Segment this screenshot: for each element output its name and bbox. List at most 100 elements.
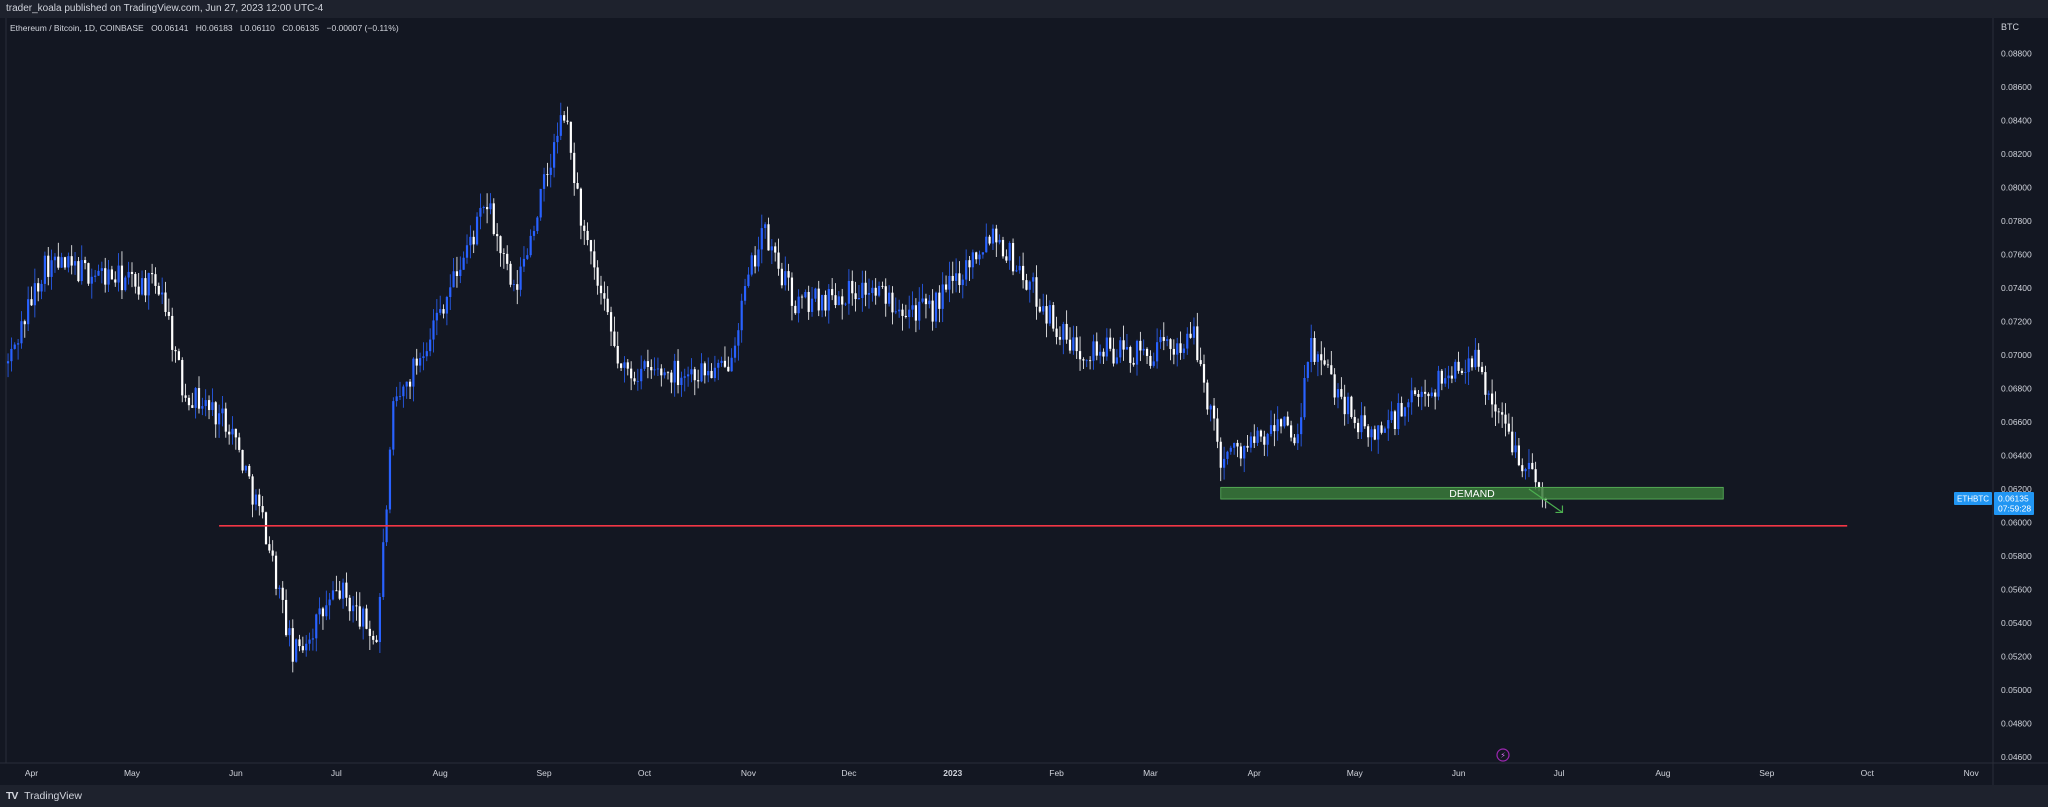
candle-body — [891, 292, 894, 313]
candle-body — [372, 635, 375, 640]
candle-body — [1494, 404, 1497, 412]
time-tick-label: Dec — [841, 768, 857, 778]
candle-body — [1393, 411, 1397, 430]
candle-body — [352, 605, 355, 612]
candle-body — [961, 279, 964, 286]
candle-body — [971, 252, 974, 268]
candle-body — [224, 408, 227, 432]
candle-body — [1474, 349, 1477, 368]
candle-body — [877, 285, 881, 296]
candle-body — [258, 494, 261, 507]
candle-body — [1450, 375, 1453, 379]
plot-area[interactable] — [0, 18, 1993, 763]
candle-body — [1480, 366, 1484, 373]
candle-body — [291, 628, 294, 662]
candle-body — [325, 605, 328, 617]
candle-body — [234, 428, 237, 438]
candle-body — [1357, 422, 1360, 433]
candle-body — [77, 261, 80, 282]
candle-body — [770, 246, 773, 251]
candle-body — [97, 270, 100, 276]
candle-body — [1072, 337, 1075, 351]
candle-body — [1410, 390, 1413, 403]
time-tick-label: Nov — [741, 768, 757, 778]
price-tick-label: 0.07400 — [2001, 283, 2032, 293]
candle-body — [1407, 402, 1410, 408]
candle-body — [80, 260, 83, 282]
price-tick-label: 0.04800 — [2001, 719, 2032, 729]
candle-body — [914, 305, 917, 321]
candle-body — [918, 301, 921, 321]
candle-body — [40, 283, 43, 292]
time-tick-label: Oct — [638, 768, 652, 778]
candle-body — [827, 289, 830, 311]
badge-symbol: ETHBTC — [1957, 495, 1989, 504]
candle-body — [529, 235, 532, 256]
candle-body — [442, 309, 445, 314]
candle-body — [1042, 306, 1045, 312]
candle-body — [676, 360, 680, 386]
price-tick-label: 0.05400 — [2001, 618, 2032, 628]
candle-body — [1025, 280, 1028, 290]
lightning-icon[interactable] — [1496, 748, 1510, 762]
candle-body — [462, 257, 465, 270]
annotations: DEMAND — [219, 486, 1848, 527]
candle-body — [1524, 469, 1527, 472]
candle-body — [1457, 361, 1460, 371]
candle-body — [308, 639, 311, 644]
candle-body — [579, 188, 582, 226]
candle-body — [1085, 360, 1088, 362]
projection-arrow[interactable] — [1528, 488, 1563, 513]
footer-brand: TradingView — [24, 790, 82, 802]
event-marker[interactable]: ⚡ — [1496, 748, 1510, 762]
candle-body — [727, 366, 730, 372]
candle-body — [1360, 415, 1363, 433]
candle-body — [837, 296, 840, 306]
candle-body — [851, 280, 854, 294]
candle-body — [1290, 425, 1293, 438]
candle-body — [459, 269, 462, 277]
candle-body — [295, 639, 298, 662]
candle-body — [522, 258, 526, 267]
price-tick-label: 0.05000 — [2001, 685, 2032, 695]
candle-body — [1099, 351, 1102, 356]
candle-body — [1253, 436, 1256, 443]
candle-body — [1367, 426, 1370, 438]
candle-body — [335, 590, 338, 592]
candle-body — [1286, 416, 1289, 426]
candle-body — [1005, 256, 1008, 261]
candle-body — [1135, 340, 1139, 365]
candle-body — [965, 260, 968, 280]
candle-body — [1350, 396, 1353, 418]
candle-body — [1172, 348, 1175, 355]
candle-body — [1212, 405, 1216, 419]
candle-body — [924, 298, 928, 305]
time-tick-label: Feb — [1049, 768, 1064, 778]
candle-body — [228, 431, 231, 435]
candle-body — [422, 356, 425, 359]
candle-body — [147, 273, 150, 296]
candle-body — [620, 363, 623, 368]
candle-body — [378, 596, 381, 643]
candle-body — [207, 400, 211, 411]
candle-body — [941, 284, 944, 309]
time-tick-label: Nov — [1964, 768, 1980, 778]
price-scale[interactable] — [1993, 18, 2048, 763]
symbol-legend: Ethereum / Bitcoin, 1D, COINBASE O0.0614… — [10, 23, 399, 33]
candle-body — [653, 369, 656, 371]
candle-body — [556, 135, 559, 143]
candle-body — [730, 357, 733, 372]
candle-body — [700, 363, 703, 382]
candle-body — [254, 494, 258, 505]
candle-body — [412, 358, 415, 387]
candle-body — [717, 362, 720, 368]
candle-body — [660, 368, 663, 376]
candle-body — [1370, 429, 1373, 438]
candle-body — [211, 402, 214, 411]
candle-body — [63, 257, 67, 268]
time-scale[interactable] — [0, 763, 1993, 785]
candle-body — [238, 437, 241, 450]
demand-zone[interactable] — [1220, 486, 1724, 500]
candle-body — [1507, 423, 1510, 432]
